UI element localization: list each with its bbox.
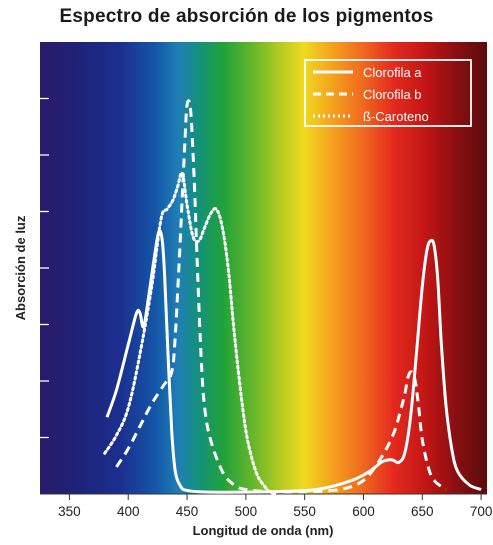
x-tick-label: 350: [58, 504, 81, 519]
legend-label-clorofila-b: Clorofila b: [363, 87, 422, 102]
series-layer: [103, 99, 482, 496]
x-tick-label: 500: [235, 504, 258, 519]
x-tick-label: 600: [352, 504, 375, 519]
series-line-clorofila-a: [105, 229, 482, 494]
legend-label-clorofila-a: Clorofila a: [363, 65, 422, 80]
x-tick-label: 450: [176, 504, 199, 519]
y-axis-ticks: [40, 97, 49, 439]
legend-label-beta-caroteno: ß-Caroteno: [363, 109, 429, 124]
legend-box: [304, 59, 472, 127]
x-axis: 350 400 450 500 550 600 650 700: [40, 493, 493, 519]
spectrum-background: [40, 42, 487, 494]
x-tick-label: 650: [411, 504, 434, 519]
series-line-beta-caroteno: [103, 171, 277, 496]
x-tick-label: 700: [470, 504, 493, 519]
x-tick-label: 550: [293, 504, 316, 519]
legend: Clorofila a Clorofila b ß-Caroteno: [304, 59, 472, 127]
x-axis-label: Longitud de onda (nm): [193, 523, 334, 538]
y-axis-label: Absorción de luz: [13, 215, 28, 320]
series-line-clorofila-b: [115, 99, 447, 494]
x-tick-label: 400: [117, 504, 140, 519]
chart-title: Espectro de absorción de los pigmentos: [59, 6, 434, 27]
